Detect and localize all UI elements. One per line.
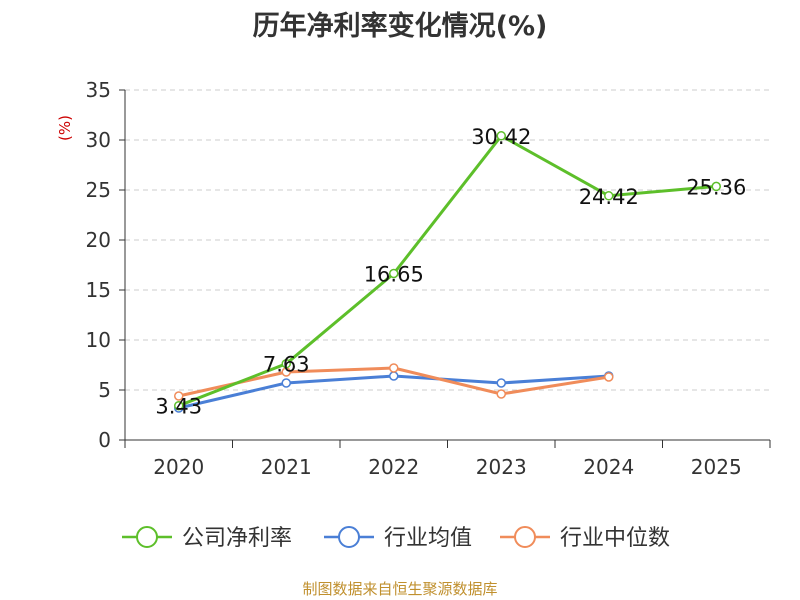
data-label: 3.43 [155, 395, 202, 419]
y-tick-label: 10 [86, 328, 111, 352]
data-label: 25.36 [686, 175, 746, 199]
data-point [281, 358, 291, 369]
legend-label: 公司净利率 [182, 526, 292, 551]
y-tick-label: 25 [86, 178, 111, 202]
data-label: 24.42 [579, 185, 639, 209]
data-point [389, 371, 399, 381]
y-tick-label: 20 [86, 228, 111, 252]
data-label: 7.63 [263, 353, 310, 377]
data-point [389, 268, 399, 279]
x-tick-label: 2023 [476, 455, 527, 479]
x-tick-label: 2025 [691, 455, 742, 479]
data-point [281, 378, 291, 388]
data-point [174, 400, 184, 411]
legend-label: 行业中位数 [560, 526, 670, 551]
legend-marker [136, 526, 158, 548]
y-tick-label: 35 [86, 78, 111, 102]
source-note: 制图数据来自恒生聚源数据库 [302, 580, 498, 598]
legend-marker [514, 526, 536, 548]
x-tick-label: 2021 [261, 455, 312, 479]
y-tick-label: 15 [86, 278, 111, 302]
data-point [174, 391, 184, 401]
y-tick-label: 30 [86, 128, 111, 152]
x-tick-label: 2022 [368, 455, 419, 479]
data-point [496, 378, 506, 388]
y-tick-label: 5 [98, 378, 111, 402]
data-label: 16.65 [364, 263, 424, 287]
data-point [604, 372, 614, 382]
x-tick-label: 2024 [583, 455, 634, 479]
legend-marker [338, 526, 360, 548]
data-point [604, 191, 614, 201]
data-point [496, 131, 506, 141]
series-line [178, 134, 717, 408]
data-point [711, 181, 721, 192]
x-tick-label: 2020 [153, 455, 204, 479]
y-axis-label: (%) [56, 115, 74, 141]
data-label: 30.42 [471, 125, 531, 149]
y-tick-label: 0 [98, 428, 111, 452]
chart-title: 历年净利率变化情况(%) [252, 11, 548, 42]
data-point [389, 363, 399, 373]
data-point [496, 389, 506, 399]
legend-label: 行业均值 [384, 526, 472, 551]
